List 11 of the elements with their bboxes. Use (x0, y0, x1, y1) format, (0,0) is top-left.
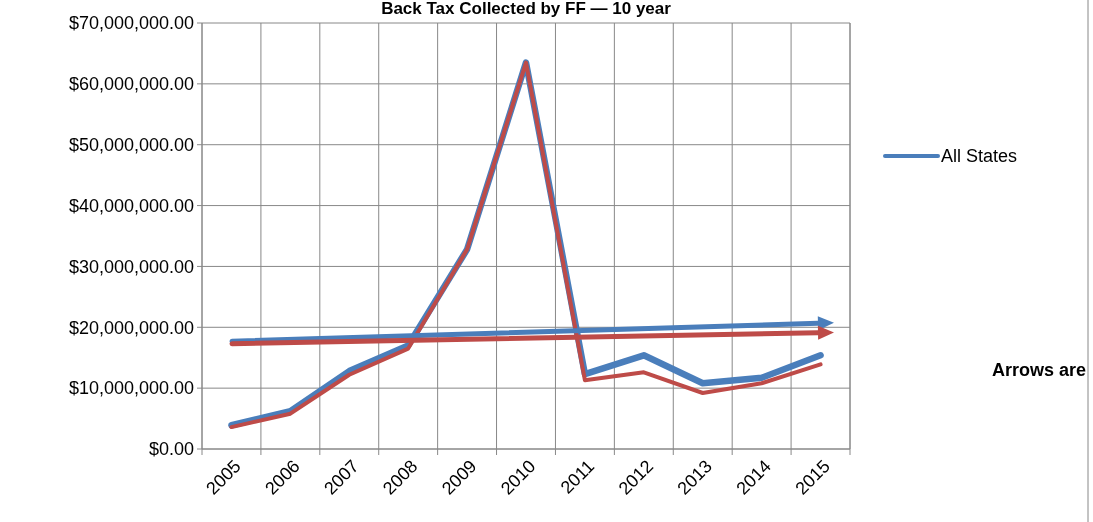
text: Arrows are (991, 360, 1086, 381)
y-tick-label: $40,000,000.00 (68, 195, 194, 216)
y-tick-label: $70,000,000.00 (68, 13, 194, 34)
y-tick-label: $30,000,000.00 (68, 256, 194, 277)
y-tick-label: $20,000,000.00 (68, 317, 194, 338)
y-tick-label: $50,000,000.00 (68, 135, 194, 156)
y-tick-label: $0.00 (148, 439, 194, 460)
chart-title: Back Tax Collected by FF — 10 year (381, 0, 672, 18)
y-tick-label: $10,000,000.00 (68, 378, 194, 399)
legend-label: All States (941, 146, 1018, 167)
y-tick-label: $60,000,000.00 (68, 74, 194, 95)
